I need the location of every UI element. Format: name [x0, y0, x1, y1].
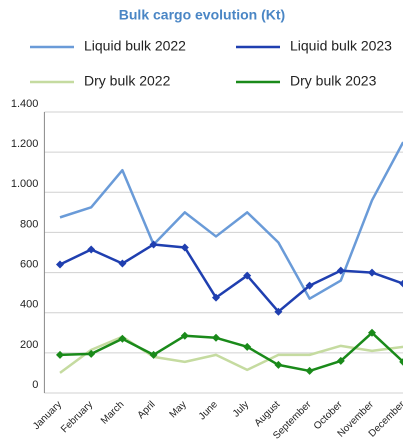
y-tick-label: 400: [20, 299, 38, 311]
data-point: [274, 307, 283, 316]
data-point: [305, 366, 314, 375]
legend-label: Dry bulk 2022: [84, 73, 171, 89]
data-point: [56, 350, 64, 359]
data-point: [368, 328, 376, 337]
x-tick-label: August: [253, 399, 283, 429]
data-point: [149, 350, 158, 359]
chart-title: Bulk cargo evolution (Kt): [119, 7, 285, 23]
data-point: [336, 266, 345, 275]
y-tick-label: 0: [32, 379, 38, 391]
y-tick-label: 1.000: [11, 178, 39, 190]
x-tick-label: June: [197, 399, 220, 422]
data-point: [180, 331, 189, 340]
y-tick-label: 600: [20, 258, 38, 270]
x-tick-label: April: [136, 399, 158, 421]
series-line: [59, 141, 403, 300]
data-point: [212, 293, 220, 302]
y-tick-label: 200: [20, 339, 38, 351]
data-point: [399, 279, 403, 288]
x-tick-label: May: [168, 399, 189, 420]
legend-label: Liquid bulk 2022: [84, 38, 186, 54]
data-point: [243, 271, 252, 280]
data-point: [87, 245, 96, 254]
data-point: [212, 333, 220, 342]
x-tick-label: February: [59, 399, 95, 435]
x-tick-label: July: [231, 399, 251, 419]
data-point: [180, 243, 189, 252]
data-point: [87, 349, 96, 358]
data-point: [118, 259, 127, 268]
series-line: [59, 335, 403, 374]
data-point: [243, 342, 252, 351]
y-tick-label: 1.400: [11, 98, 39, 110]
data-point: [399, 358, 403, 366]
y-tick-label: 800: [20, 218, 38, 230]
data-point: [56, 260, 64, 269]
legend-label: Dry bulk 2023: [290, 73, 377, 89]
data-point: [368, 268, 376, 277]
data-point: [274, 360, 283, 369]
series-line: [59, 243, 403, 313]
series-line: [59, 331, 403, 373]
y-tick-label: 1.200: [11, 138, 39, 150]
x-tick-label: March: [99, 399, 126, 426]
data-point: [305, 281, 314, 290]
legend-label: Liquid bulk 2023: [290, 38, 392, 54]
data-point: [149, 240, 158, 249]
data-point: [118, 334, 127, 343]
data-point: [336, 356, 345, 365]
